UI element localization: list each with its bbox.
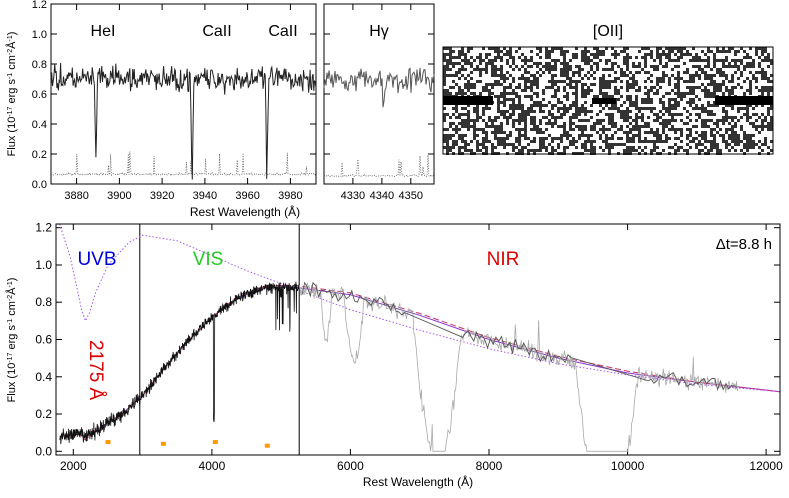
photometry-point [105,440,111,444]
y-tick-label: 0.4 [32,119,47,131]
arm-label-nir: NIR [487,249,520,270]
x-tick-label: 2000 [60,459,87,473]
y-tick-label: 0.2 [35,407,52,421]
x-tick-label: 4000 [199,459,226,473]
annotation-hgamma: Hγ [369,23,389,40]
plot-area-top-left: 3880 3900 3920 3940 3960 3980 0.0 0.2 0.4 0.6 0.8 1… [32,0,317,202]
x-tick-label: 6000 [337,459,364,473]
bottom-xlabel: Rest Wavelength (Å) [363,474,473,489]
spectrum-line [323,67,435,108]
y-tick-label: 0.6 [35,333,52,347]
panel-top-left: 3880 3900 3920 3940 3960 3980 0.0 0.2 0.4 0.6 0.8 1… [32,0,317,202]
y-tick-label: 0.8 [32,59,47,71]
bottom-ylabel: Flux (10-17 erg s-1 cm-2Å-1) [5,278,18,403]
plot-area-top-middle: 4330 4340 4350 [323,3,435,202]
oii-image-frame [442,46,774,155]
top-ylabel: Flux (10-17 erg s-1 cm-2Å-1) [5,32,18,157]
emission-blob [592,98,616,104]
spectrum-uvb-vis [59,281,300,445]
spectrum-nir-telluric [298,282,739,452]
x-tick-label: 12000 [749,459,783,473]
photometry-point [264,443,270,448]
y-tick-label: 1.2 [32,0,47,11]
x-tick-label: 4340 [370,190,394,202]
y-tick-label: 1.0 [35,258,52,272]
spectrum-nir-binned [301,281,738,392]
x-tick-label: 4330 [341,190,365,202]
annotation-caii-2: CaII [268,23,297,40]
annotation-hei: HeI [91,23,116,40]
error-spectrum-line [323,155,435,178]
x-tick-label: 3920 [150,190,174,202]
y-tick-label: 0.6 [32,89,47,101]
y-tick-label: 0.0 [32,179,47,191]
y-tick-label: 1.2 [35,221,52,235]
photometry-point [212,440,218,444]
y-tick-label: 0.8 [35,295,52,309]
model-curve-model [59,286,781,437]
panel-top-right-2d-spectrum: [OII] [442,23,774,155]
annotation-caii-1: CaII [202,23,231,40]
bump-label-2175: 2175 Å [85,340,106,401]
y-tick-label: 0.0 [35,444,52,458]
y-tick-label: 0.2 [32,149,47,161]
noise-pixels [443,47,773,155]
panel-bottom: 2000 4000 6000 8000 10000 12000 0.0 0.2 0.4 0.6 0.… [35,221,783,473]
x-tick-label: 4350 [399,190,423,202]
x-tick-label: 3980 [278,190,302,202]
x-tick-label: 3900 [107,190,131,202]
continuum-trace-right [715,96,773,105]
photometry-point [160,441,166,446]
spectrum-line [50,62,317,180]
model-curve-unextinguished [59,223,781,393]
y-tick-label: 1.0 [32,29,47,41]
arm-label-uvb: UVB [77,249,116,270]
y-tick-label: 0.4 [35,370,52,384]
oii-2d-image [443,47,773,155]
error-spectrum-line [50,151,317,177]
panel-top-middle: 4330 4340 4350 Hγ [323,3,435,202]
top-xlabel: Rest Wavelength (Å) [190,204,300,219]
axes-frame-bottom [55,223,781,456]
x-tick-label: 3960 [235,190,259,202]
arm-label-vis: VIS [193,249,224,270]
title-oii: [OII] [593,23,623,40]
x-tick-label: 3880 [64,190,88,202]
plot-area-bottom: 2000 4000 6000 8000 10000 12000 0.0 0.2 0.4 0.6 0.… [35,221,783,473]
x-tick-label: 3940 [193,190,217,202]
time-label: Δt=8.8 h [716,236,772,253]
x-tick-label: 8000 [476,459,503,473]
x-tick-label: 10000 [611,459,645,473]
continuum-trace-left [443,96,493,105]
